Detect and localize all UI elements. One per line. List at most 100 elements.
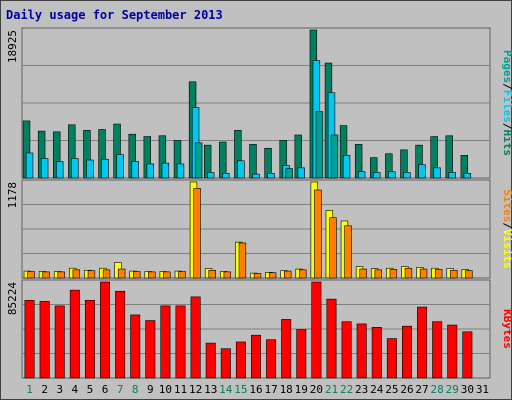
bar-files bbox=[25, 152, 34, 179]
bar-kbytes bbox=[251, 334, 261, 379]
bar-hits bbox=[249, 144, 257, 179]
bar-sites bbox=[419, 268, 428, 279]
legend-item-hits: Hits bbox=[501, 130, 512, 157]
legend-item-sites: Sites bbox=[501, 189, 512, 222]
x-tick-label: 2 bbox=[41, 383, 48, 396]
x-tick-label: 31 bbox=[476, 383, 489, 396]
bar-kbytes bbox=[235, 341, 246, 379]
bar-files bbox=[373, 172, 381, 179]
bar-sites bbox=[87, 270, 96, 279]
bar-kbytes bbox=[160, 305, 171, 379]
x-tick-label: 16 bbox=[249, 383, 262, 396]
bar-sites bbox=[434, 269, 443, 279]
legend-kbytes: KBytes bbox=[501, 309, 512, 349]
bar-kbytes bbox=[205, 342, 216, 379]
bar-kbytes bbox=[24, 299, 35, 379]
bar-kbytes bbox=[69, 289, 80, 379]
bar-kbytes bbox=[190, 296, 201, 379]
legend-hits_files_pages: Pages/Files/Hits bbox=[501, 50, 512, 156]
bar-sites bbox=[72, 269, 81, 279]
bar-kbytes bbox=[220, 348, 231, 379]
y-max-label: 85224 bbox=[6, 282, 19, 315]
bar-kbytes bbox=[356, 323, 367, 379]
bar-files bbox=[418, 164, 426, 179]
x-tick-label: 20 bbox=[310, 383, 323, 396]
bar-kbytes bbox=[447, 324, 458, 379]
bar-sites bbox=[178, 271, 186, 279]
legend-visits_sites: Sites/Visits bbox=[501, 189, 512, 269]
bar-files bbox=[448, 172, 456, 179]
bar-files bbox=[252, 173, 260, 179]
bar-files bbox=[86, 159, 94, 179]
bar-sites bbox=[450, 269, 458, 279]
legend-item-files: Files bbox=[501, 90, 512, 123]
legend-text: KBytes bbox=[501, 309, 512, 349]
x-tick-label: 17 bbox=[264, 383, 277, 396]
bar-files bbox=[267, 173, 275, 179]
bar-files bbox=[403, 172, 411, 179]
bar-kbytes bbox=[326, 298, 337, 379]
bar-sites bbox=[102, 269, 111, 279]
bar-kbytes bbox=[281, 319, 292, 379]
bar-sites bbox=[133, 271, 141, 279]
bar-kbytes bbox=[115, 290, 126, 379]
bar-files bbox=[388, 171, 396, 179]
panel-visits_sites: 1178 Sites/Visits bbox=[6, 179, 512, 279]
bar-sites bbox=[193, 188, 201, 279]
bar-files bbox=[357, 171, 366, 179]
bar-sites bbox=[208, 269, 216, 279]
x-tick-label: 25 bbox=[385, 383, 398, 396]
bar-kbytes bbox=[432, 321, 443, 379]
x-tick-label: 1 bbox=[26, 383, 33, 396]
y-max-label: 1178 bbox=[6, 182, 19, 209]
bar-kbytes bbox=[386, 338, 397, 379]
x-tick-label: 13 bbox=[204, 383, 217, 396]
x-tick-label: 7 bbox=[117, 383, 124, 396]
bar-files bbox=[131, 161, 139, 179]
bar-files bbox=[297, 167, 305, 179]
bar-sites bbox=[27, 271, 35, 279]
bar-files bbox=[222, 173, 230, 179]
bar-files bbox=[161, 162, 170, 179]
bar-files bbox=[146, 163, 155, 179]
x-axis-day-labels: 1 2 3 4 5 6 7 8 9 10 11 12 13 14 15 16 17 18 19 20 21 22 23 24 2… bbox=[26, 383, 489, 396]
legend-item-visits: Visits bbox=[501, 229, 512, 269]
bar-sites bbox=[359, 268, 367, 279]
bar-hits bbox=[219, 141, 227, 179]
bar-pages bbox=[194, 142, 203, 179]
bar-sites bbox=[163, 271, 171, 279]
bar-sites bbox=[344, 225, 352, 279]
legend-separator: / bbox=[501, 222, 512, 229]
x-tick-label: 18 bbox=[280, 383, 293, 396]
bar-files bbox=[463, 173, 472, 179]
bar-kbytes bbox=[145, 320, 156, 379]
x-tick-label: 21 bbox=[325, 383, 338, 396]
bar-hits bbox=[445, 135, 453, 179]
bar-kbytes bbox=[266, 339, 277, 379]
bar-files bbox=[342, 155, 351, 179]
legend-text: Pages/Files/Hits bbox=[501, 50, 512, 156]
bar-kbytes bbox=[130, 314, 141, 379]
bar-kbytes bbox=[311, 281, 322, 379]
bar-sites bbox=[374, 269, 382, 279]
x-tick-label: 19 bbox=[295, 383, 308, 396]
x-tick-label: 14 bbox=[219, 383, 233, 396]
legend-item-pages: Pages bbox=[501, 50, 512, 83]
bar-kbytes bbox=[39, 301, 50, 379]
panel-kbytes: 85224 KBytes bbox=[6, 279, 512, 379]
x-tick-label: 9 bbox=[147, 383, 154, 396]
bar-kbytes bbox=[371, 327, 382, 379]
bar-sites bbox=[42, 271, 50, 279]
bar-kbytes bbox=[341, 321, 352, 379]
bar-sites bbox=[404, 267, 413, 279]
bar-files bbox=[176, 163, 185, 179]
bar-kbytes bbox=[417, 306, 428, 379]
bar-sites bbox=[223, 271, 232, 279]
x-tick-label: 10 bbox=[159, 383, 172, 396]
x-tick-label: 27 bbox=[415, 383, 428, 396]
x-tick-label: 15 bbox=[234, 383, 247, 396]
x-tick-label: 28 bbox=[431, 383, 444, 396]
